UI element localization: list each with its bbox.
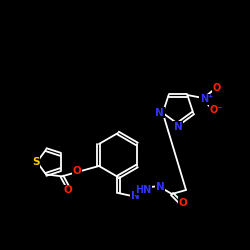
Text: O: O [212,83,220,93]
Text: O: O [72,166,81,176]
Text: N: N [156,108,164,118]
Text: N: N [174,122,182,132]
Text: S: S [32,157,40,167]
Text: N: N [156,182,164,192]
Text: HN: HN [135,185,151,195]
Text: O: O [64,185,72,195]
Text: N⁺: N⁺ [200,94,213,104]
Text: N: N [130,191,140,201]
Text: O⁻: O⁻ [210,105,223,115]
Text: O: O [178,198,188,208]
